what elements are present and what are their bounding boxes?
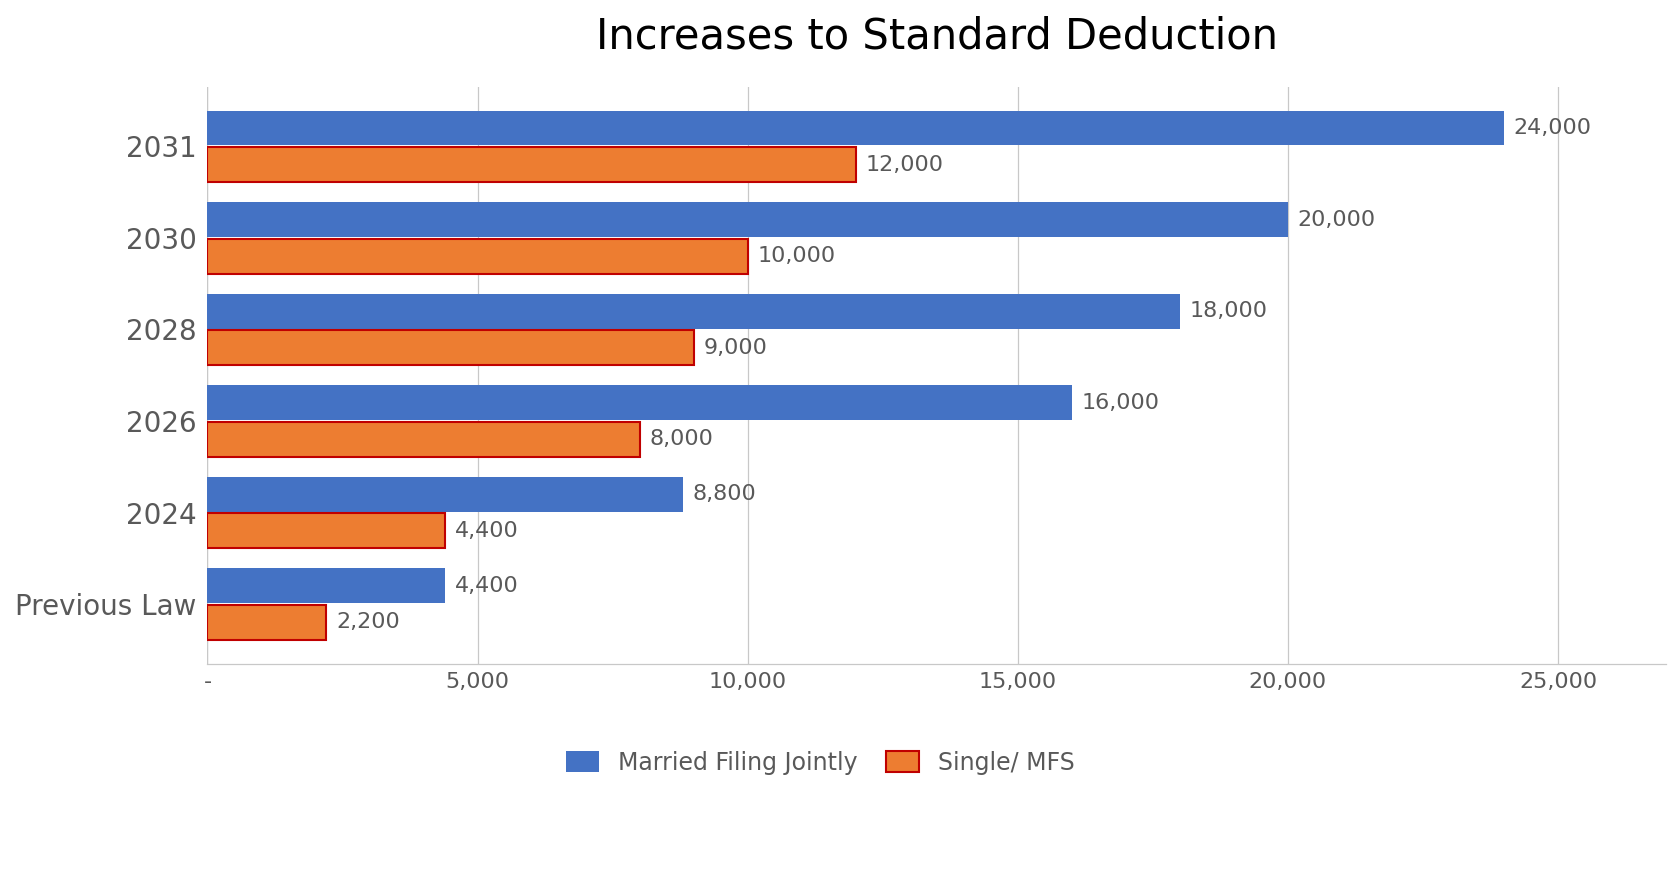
Bar [207,568,445,603]
Bar [207,513,445,548]
Bar [207,477,682,512]
Bar [207,330,694,365]
Text: 8,000: 8,000 [648,430,712,450]
Bar [207,385,1072,420]
Text: 2,200: 2,200 [336,612,400,632]
Bar [207,605,326,640]
Bar [207,422,640,457]
Text: 24,000: 24,000 [1512,118,1591,138]
Bar [207,203,1287,237]
Text: 12,000: 12,000 [865,155,942,175]
Bar [207,111,1504,146]
Text: 18,000: 18,000 [1189,301,1267,321]
Text: 4,400: 4,400 [455,575,519,595]
Text: 10,000: 10,000 [758,246,835,266]
Text: 8,800: 8,800 [692,485,756,505]
Bar [207,148,855,182]
Title: Increases to Standard Deduction: Increases to Standard Deduction [595,15,1277,57]
Bar [207,293,1179,328]
Text: 9,000: 9,000 [702,338,766,358]
Text: 16,000: 16,000 [1080,393,1159,413]
Legend: Married Filing Jointly, Single/ MFS: Married Filing Jointly, Single/ MFS [554,739,1085,787]
Bar [207,239,748,273]
Text: 4,400: 4,400 [455,521,519,540]
Text: 20,000: 20,000 [1297,210,1374,230]
